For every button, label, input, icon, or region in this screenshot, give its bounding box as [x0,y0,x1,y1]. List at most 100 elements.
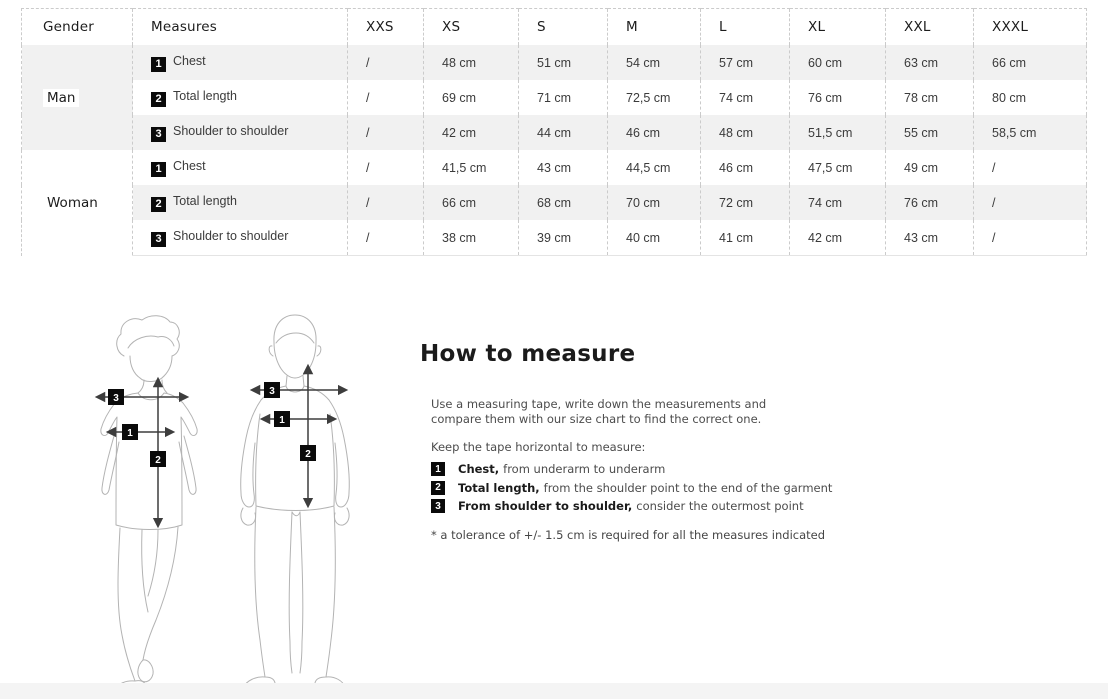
man-badge-1 [274,411,290,427]
value-cell: 47,5 cm [789,150,886,185]
value-cell: 44,5 cm [607,150,701,185]
measure-label: Shoulder to shoulder [173,123,289,138]
value-cell: 43 cm [518,150,608,185]
value-cell: 58,5 cm [973,115,1087,150]
value-cell: / [973,220,1087,256]
value-cell: 69 cm [423,80,519,115]
measure-cell: 1 Chest [132,150,348,185]
man-badge-3-label: 3 [269,386,275,397]
step-rest-text: from the shoulder point to the end of th… [543,480,833,495]
value-cell: 63 cm [885,45,974,80]
value-cell: 41,5 cm [423,150,519,185]
col-header-xxxl: XXXL [973,8,1087,45]
value-cell: 48 cm [700,115,790,150]
woman-badge-2-label: 2 [155,455,161,466]
measure-badge-2: 2 [151,196,166,212]
step-badge-3: 3 [431,499,445,513]
value-cell: 41 cm [700,220,790,256]
table-row: Woman 1 Chest / 41,5 cm 43 cm 44,5 cm 46 … [21,150,1087,256]
value-cell: 44 cm [518,115,608,150]
value-cell: 71 cm [518,80,608,115]
value-cell: 54 cm [607,45,701,80]
measure-cell: 2 Total length [132,185,348,220]
col-header-xs: XS [423,8,519,45]
table-header-row: Gender Measures XXS XS S M L XL XXL XXXL [21,8,1087,45]
man-figure-sketch [240,314,350,697]
size-chart-table: Gender Measures XXS XS S M L XL XXL XXXL… [21,8,1087,256]
table-row: 3 Shoulder to shoulder / 38 cm 39 cm 40 c… [22,220,1087,256]
man-measure-arrows: 3 1 2 [249,363,349,509]
col-header-xxs: XXS [347,8,424,45]
value-cell: 57 cm [700,45,790,80]
measure-label: Chest [173,53,206,68]
step-badge-2: 2 [431,480,445,495]
table-row: 3 Shoulder to shoulder / 42 cm 44 cm 46 c… [22,115,1087,150]
measure-cell: 3 Shoulder to shoulder [132,220,348,256]
value-cell: 72,5 cm [607,80,701,115]
value-cell: / [973,185,1087,220]
man-badge-2-label: 2 [305,449,311,460]
measurement-figures-illustration: 3 1 2 3 1 2 [94,314,350,699]
value-cell: 78 cm [885,80,974,115]
gender-cell-man: Man [21,45,133,150]
tolerance-footnote: * a tolerance of +/- 1.5 cm is required … [431,528,826,542]
value-cell: 46 cm [607,115,701,150]
value-cell: 72 cm [700,185,790,220]
woman-badge-3-label: 3 [113,393,119,404]
step-bold-text: Chest, [458,462,500,476]
value-cell: 42 cm [789,220,886,256]
gender-label: Woman [43,193,102,212]
measure-label: Chest [173,158,206,173]
value-cell: 38 cm [423,220,519,256]
table-row: 2 Total length / 69 cm 71 cm 72,5 cm 74 c… [22,80,1087,115]
woman-badge-3 [108,389,124,405]
col-header-l: L [700,8,790,45]
value-cell: / [347,80,424,115]
value-cell: / [347,150,424,185]
measure-badge-2: 2 [151,91,166,107]
step-rest-text: from underarm to underarm [503,462,666,476]
woman-measure-arrows: 3 1 2 [94,376,190,529]
col-header-xxl: XXL [885,8,974,45]
value-cell: 40 cm [607,220,701,256]
col-header-measures: Measures [132,8,348,45]
step-bold-text: Total length, [458,480,540,495]
col-header-xl: XL [789,8,886,45]
man-badge-1-label: 1 [279,415,285,426]
value-cell: 70 cm [607,185,701,220]
man-badge-3 [264,382,280,398]
value-cell: 76 cm [885,185,974,220]
man-badge-2 [300,445,316,461]
gender-cell-woman: Woman [21,150,133,256]
measure-badge-3: 3 [151,126,166,142]
how-to-measure-title: How to measure [420,341,636,367]
keep-tape-horizontal-text: Keep the tape horizontal to measure: [431,440,646,454]
measure-step-2: 2 Total length, from the shoulder point … [431,480,860,495]
measure-badge-1: 1 [151,161,166,177]
how-to-measure-section: How to measure Use a measuring tape, wri… [420,341,860,542]
measure-step-3: 3 From shoulder to shoulder, consider th… [431,499,860,513]
value-cell: / [347,45,424,80]
step-rest-text: consider the outermost point [636,499,804,513]
value-cell: / [347,185,424,220]
value-cell: 60 cm [789,45,886,80]
value-cell: 39 cm [518,220,608,256]
step-bold-text: From shoulder to shoulder, [458,499,633,513]
footer-strip [0,683,1108,699]
table-row: Man 1 Chest / 48 cm 51 cm 54 cm 57 cm 60 … [21,45,1087,150]
step-badge-1: 1 [431,462,445,476]
measure-badge-1: 1 [151,56,166,72]
value-cell: / [973,150,1087,185]
value-cell: 46 cm [700,150,790,185]
woman-badge-2 [150,451,166,467]
value-cell: 43 cm [885,220,974,256]
value-cell: 68 cm [518,185,608,220]
woman-badge-1 [122,424,138,440]
value-cell: 76 cm [789,80,886,115]
measure-badge-3: 3 [151,231,166,247]
value-cell: 48 cm [423,45,519,80]
value-cell: 49 cm [885,150,974,185]
woman-badge-1-label: 1 [127,428,133,439]
measure-label: Total length [173,88,237,103]
